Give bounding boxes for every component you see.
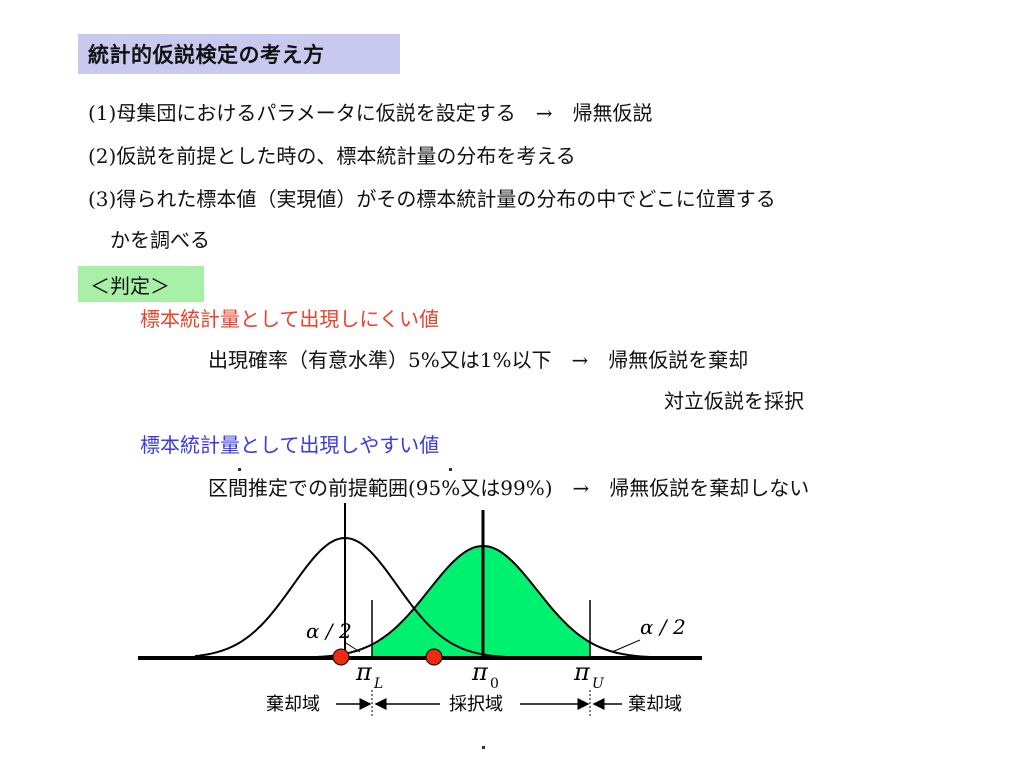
stray-dot: [449, 468, 452, 471]
stray-dot: [482, 746, 485, 749]
sample-distribution-curve: [194, 536, 520, 659]
step-3-continued: かを調べる: [110, 228, 210, 252]
unlikely-label: 標本統計量として出現しにくい値: [140, 307, 439, 331]
reject-left-label: 棄却域: [266, 694, 320, 715]
step-3: (3)得られた標本値（実現値）がその標本統計量の分布の中でどこに位置する: [88, 187, 776, 211]
reject-right-label: 棄却域: [628, 694, 682, 715]
pi-U-label: π: [573, 658, 591, 686]
pi-L-subscript: L: [373, 676, 383, 692]
title-banner: 統計的仮説検定の考え方: [78, 34, 400, 74]
step-2: (2)仮説を前提とした時の、標本統計量の分布を考える: [88, 144, 576, 168]
alpha-right-pointer: [611, 639, 641, 653]
acceptance-region-fill: [372, 546, 590, 658]
likely-condition: 区間推定での前提範囲(95%又は99%) → 帰無仮説を棄却しない: [208, 476, 810, 500]
likely-label: 標本統計量として出現しやすい値: [140, 433, 440, 457]
judgment-heading: ＜判定＞: [90, 273, 170, 298]
alpha-left-pointer: [345, 642, 361, 653]
unlikely-result: 対立仮説を採択: [664, 389, 804, 413]
page-title: 統計的仮説検定の考え方: [88, 43, 325, 67]
pi-U-subscript: U: [592, 676, 605, 692]
judgment-banner: ＜判定＞: [78, 266, 204, 302]
step-1: (1)母集団におけるパラメータに仮説を設定する → 帰無仮説: [88, 101, 653, 125]
observed-value-marker: [332, 648, 350, 666]
unlikely-condition: 出現確率（有意水準）5%又は1%以下 → 帰無仮説を棄却: [208, 348, 749, 372]
stray-dot: [238, 468, 241, 471]
observed-value-marker: [425, 648, 443, 666]
alpha-right-label: α / 2: [640, 615, 686, 639]
pi-0-label: π: [471, 658, 489, 686]
pi-L-label: π: [355, 658, 373, 686]
accept-label: 採択域: [449, 694, 503, 715]
null-distribution-curve: [317, 545, 651, 659]
alpha-left-label: α / 2: [306, 619, 352, 643]
pi-0-subscript: 0: [490, 676, 499, 692]
